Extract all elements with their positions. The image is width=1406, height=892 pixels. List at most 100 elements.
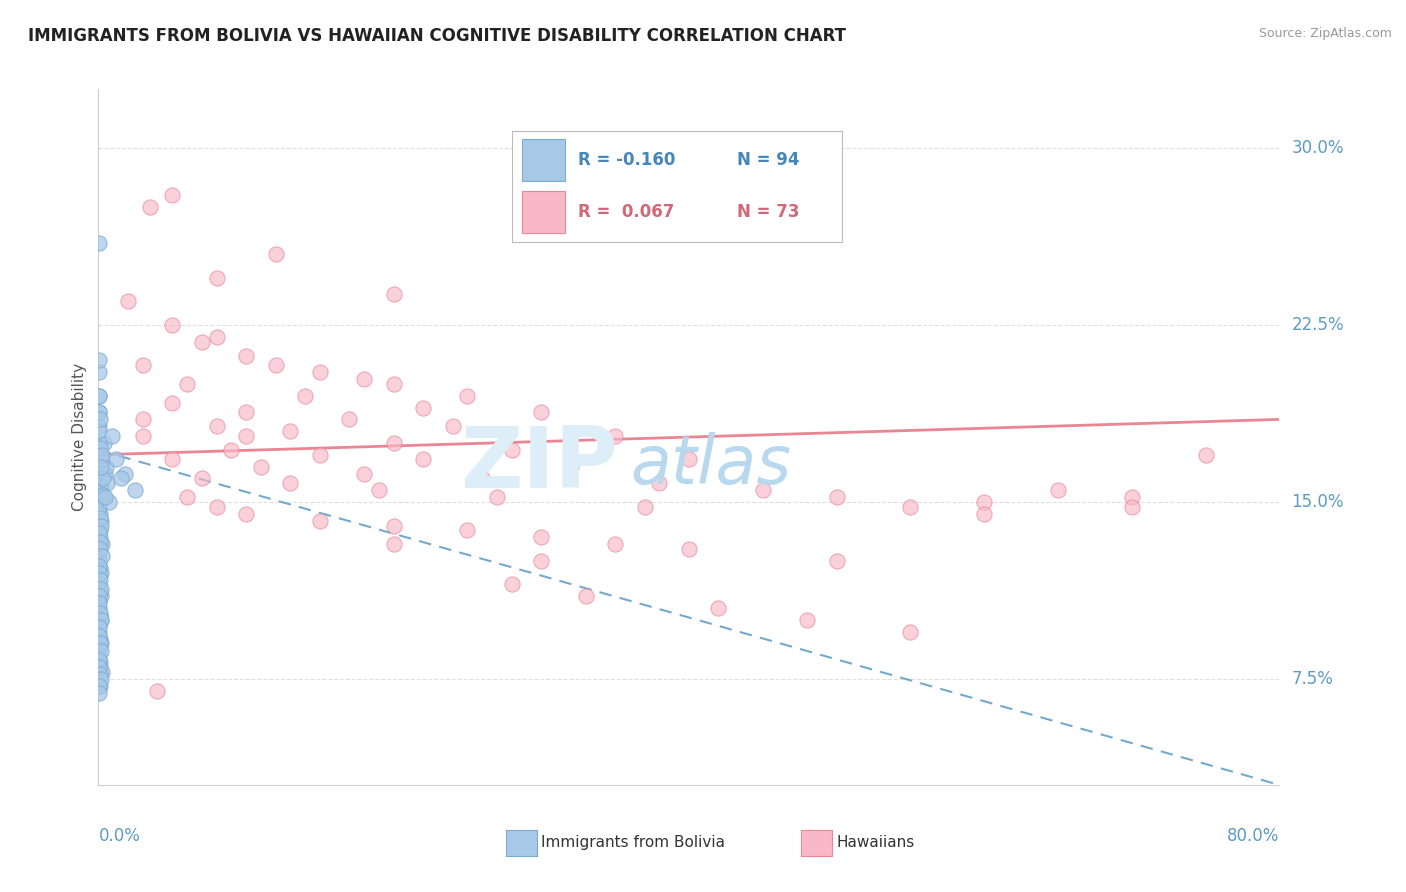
Point — [825, 490, 848, 504]
Point — [132, 429, 155, 443]
Point — [94, 490, 117, 504]
Point — [205, 419, 228, 434]
Point — [87, 589, 110, 603]
Point — [87, 641, 110, 656]
Point — [633, 500, 655, 514]
Point — [89, 507, 111, 521]
Point — [91, 452, 114, 467]
Point — [973, 495, 995, 509]
Bar — [522, 191, 565, 234]
Point — [90, 537, 112, 551]
Point — [89, 606, 111, 620]
Point — [90, 665, 112, 679]
Text: ZIP: ZIP — [460, 424, 619, 507]
Point — [87, 617, 110, 632]
Point — [353, 372, 375, 386]
Point — [456, 389, 478, 403]
Point — [89, 660, 111, 674]
Point — [87, 594, 110, 608]
Point — [382, 377, 405, 392]
Point — [89, 511, 111, 525]
Point — [89, 573, 111, 587]
Point — [337, 412, 360, 426]
Point — [87, 558, 110, 573]
Point — [412, 401, 434, 415]
Point — [89, 656, 111, 670]
Point — [162, 452, 183, 467]
Point — [93, 436, 115, 450]
Point — [146, 683, 169, 698]
Point — [90, 518, 112, 533]
Point — [294, 389, 316, 403]
Point — [90, 672, 112, 686]
Point — [89, 601, 111, 615]
Point — [191, 334, 214, 349]
Point — [89, 424, 111, 438]
Text: Source: ZipAtlas.com: Source: ZipAtlas.com — [1258, 27, 1392, 40]
Point — [471, 471, 494, 485]
Point — [235, 429, 257, 443]
Point — [89, 448, 111, 462]
Text: Immigrants from Bolivia: Immigrants from Bolivia — [541, 836, 725, 850]
Point — [89, 500, 111, 514]
Point — [124, 483, 146, 497]
Point — [678, 542, 700, 557]
Point — [1121, 500, 1143, 514]
Text: R = -0.160: R = -0.160 — [578, 151, 675, 169]
Point — [87, 459, 110, 474]
Point — [87, 679, 110, 693]
Point — [90, 582, 112, 597]
Point — [574, 589, 596, 603]
Point — [176, 490, 198, 504]
Point — [456, 523, 478, 537]
Point — [90, 589, 112, 603]
Point — [382, 436, 405, 450]
Point — [605, 429, 627, 443]
Point — [309, 514, 332, 528]
Point — [1121, 490, 1143, 504]
Point — [89, 608, 111, 623]
Point — [90, 478, 112, 492]
Point — [89, 500, 111, 514]
Point — [89, 523, 111, 537]
Point — [900, 500, 922, 514]
Point — [382, 537, 405, 551]
Point — [94, 459, 117, 474]
Point — [560, 459, 582, 474]
Point — [89, 679, 111, 693]
Point — [309, 448, 332, 462]
Point — [94, 467, 117, 481]
Point — [90, 613, 112, 627]
Point — [530, 405, 553, 419]
Point — [89, 629, 111, 643]
Text: Hawaiians: Hawaiians — [837, 836, 915, 850]
Point — [89, 436, 111, 450]
Point — [87, 389, 110, 403]
Point — [90, 448, 112, 462]
Text: 22.5%: 22.5% — [1291, 316, 1344, 334]
Point — [678, 452, 700, 467]
Point — [89, 584, 111, 599]
Point — [89, 530, 111, 544]
Point — [90, 488, 112, 502]
Point — [264, 247, 287, 261]
Point — [87, 547, 110, 561]
Point — [89, 405, 111, 419]
Text: atlas: atlas — [630, 432, 792, 498]
Point — [530, 530, 553, 544]
Point — [751, 483, 773, 497]
Point — [89, 412, 111, 426]
Bar — [522, 139, 565, 181]
Text: 30.0%: 30.0% — [1291, 139, 1344, 157]
Point — [132, 358, 155, 372]
Point — [89, 660, 111, 674]
Point — [87, 570, 110, 584]
Point — [412, 452, 434, 467]
Point — [368, 483, 391, 497]
Point — [89, 464, 111, 478]
Point — [707, 601, 730, 615]
Point — [89, 483, 111, 497]
Point — [89, 636, 111, 650]
Point — [89, 632, 111, 646]
Point — [530, 554, 553, 568]
